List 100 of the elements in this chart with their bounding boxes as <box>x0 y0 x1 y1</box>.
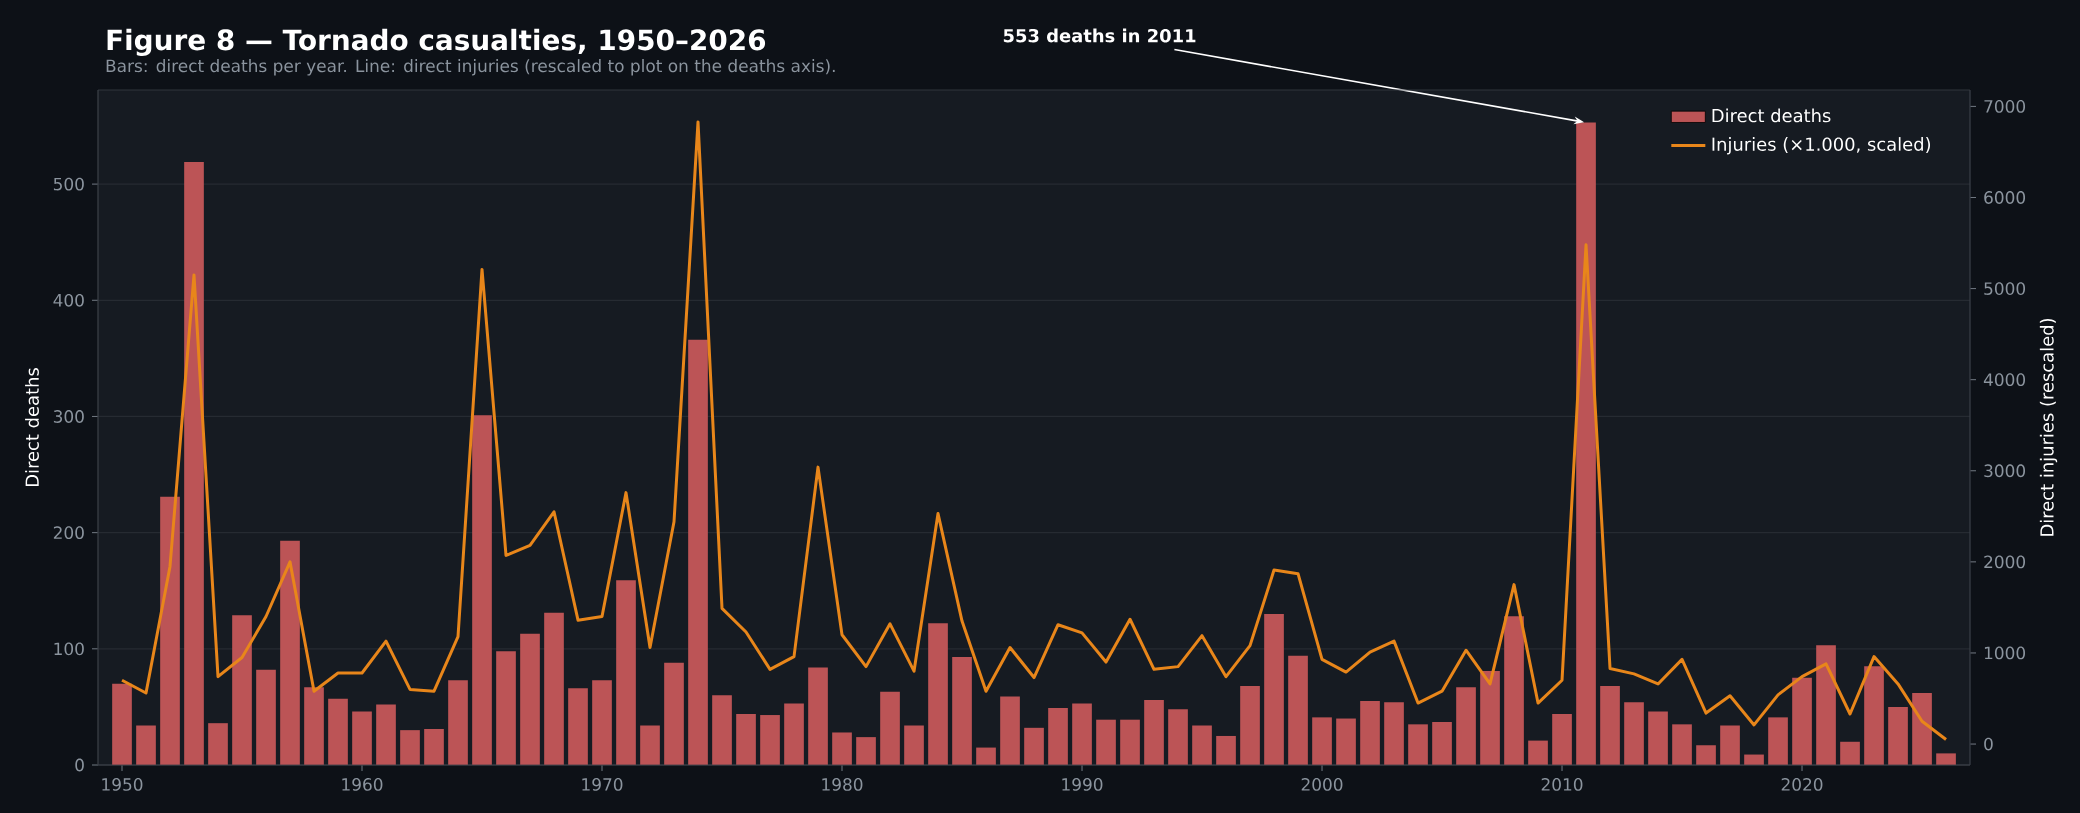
bar <box>1240 686 1260 765</box>
bar <box>1936 753 1956 765</box>
bar <box>208 723 228 765</box>
bar <box>304 687 324 765</box>
bar <box>760 715 780 765</box>
bar <box>1672 724 1692 765</box>
bar <box>280 540 300 765</box>
x-tick-label: 2010 <box>1541 778 1583 791</box>
bar <box>184 162 204 765</box>
bar <box>400 730 420 765</box>
bar <box>1120 719 1140 765</box>
bar <box>448 680 468 765</box>
bar <box>1912 692 1932 765</box>
bar <box>376 704 396 765</box>
bar <box>1504 616 1524 765</box>
bar <box>856 737 876 765</box>
y2-tick-label: 3000 <box>1984 464 2026 478</box>
bar <box>160 496 180 765</box>
chart-subtitle: Bars: direct deaths per year. Line: direct injuries (rescaled to plot on the deaths axis). <box>106 59 835 76</box>
bar <box>808 667 828 765</box>
bar <box>880 691 900 765</box>
x-tick-label: 2000 <box>1301 778 1343 791</box>
bar <box>928 623 948 765</box>
bar <box>1480 670 1500 765</box>
x-tick-label: 1950 <box>102 778 143 791</box>
bar <box>1072 703 1092 765</box>
bar <box>592 680 612 765</box>
bar <box>1576 122 1596 765</box>
y-axis-title: Direct deaths <box>25 368 39 487</box>
bar <box>904 725 924 765</box>
y-tick-label: 200 <box>53 526 84 540</box>
x-tick-label: 1970 <box>582 778 623 791</box>
bar <box>1840 741 1860 765</box>
bar <box>1096 719 1116 765</box>
y2-axis-title: Direct injuries (rescaled) <box>2039 318 2058 536</box>
bar <box>1288 655 1308 765</box>
bar <box>424 728 444 765</box>
bar <box>1528 740 1548 765</box>
bar <box>688 339 708 765</box>
bar <box>784 703 804 765</box>
y-tick-label: 0 <box>75 758 84 772</box>
bar <box>256 669 276 765</box>
bar <box>1144 699 1164 765</box>
bar <box>472 415 492 765</box>
bar <box>1624 702 1644 765</box>
bar <box>1792 677 1812 765</box>
bar <box>1408 724 1428 765</box>
bar <box>136 725 156 765</box>
bar <box>1552 713 1572 765</box>
y2-tick-label: 5000 <box>1984 282 2026 295</box>
y2-tick-label: 7000 <box>1984 100 2026 113</box>
bar <box>232 615 252 765</box>
bar <box>976 747 996 765</box>
y2-tick-label: 4000 <box>1983 373 2026 387</box>
legend-label: Injuries (×1.000, scaled) <box>1712 137 1931 155</box>
bar <box>1696 745 1716 765</box>
bar <box>520 633 540 765</box>
bar <box>1456 687 1476 765</box>
bar <box>1648 711 1668 765</box>
bar <box>1264 613 1284 765</box>
bar <box>1360 701 1380 765</box>
bar <box>1216 735 1236 765</box>
bar <box>1336 718 1356 765</box>
y2-tick-label: 6000 <box>1984 191 2026 204</box>
y-tick-label: 100 <box>54 642 84 656</box>
bar <box>1312 717 1332 765</box>
bar <box>952 656 972 765</box>
bar <box>1024 727 1044 765</box>
bar <box>544 612 564 765</box>
y-tick-label: 500 <box>53 177 84 191</box>
bar <box>496 651 516 765</box>
x-tick-label: 1990 <box>1062 778 1103 791</box>
bar <box>1720 725 1740 765</box>
y-tick-label: 400 <box>53 293 84 307</box>
y2-tick-label: 2000 <box>1984 555 2026 569</box>
y2-tick-label: 0 <box>1984 737 1993 751</box>
bar <box>1048 708 1068 765</box>
annotation: 553 deaths in 2011 <box>1003 28 1196 43</box>
bar <box>736 713 756 765</box>
bar <box>712 695 732 765</box>
y-tick-label: 300 <box>53 410 84 423</box>
bar <box>640 725 660 765</box>
bar <box>568 688 588 765</box>
bar <box>832 732 852 765</box>
bar <box>1888 706 1908 765</box>
x-tick-label: 1960 <box>342 778 383 791</box>
bar <box>616 580 636 765</box>
bar <box>1000 696 1020 765</box>
bar <box>1816 645 1836 765</box>
bar <box>1768 717 1788 765</box>
y2-tick-label: 1000 <box>1984 646 2026 660</box>
bar <box>1384 702 1404 765</box>
legend-label: Direct deaths <box>1712 108 1831 123</box>
bar <box>112 683 132 765</box>
bar <box>1168 709 1188 765</box>
bar <box>352 711 372 765</box>
bar <box>1864 666 1884 765</box>
bar <box>1432 722 1452 765</box>
bar <box>1600 686 1620 765</box>
bar <box>1192 725 1212 765</box>
